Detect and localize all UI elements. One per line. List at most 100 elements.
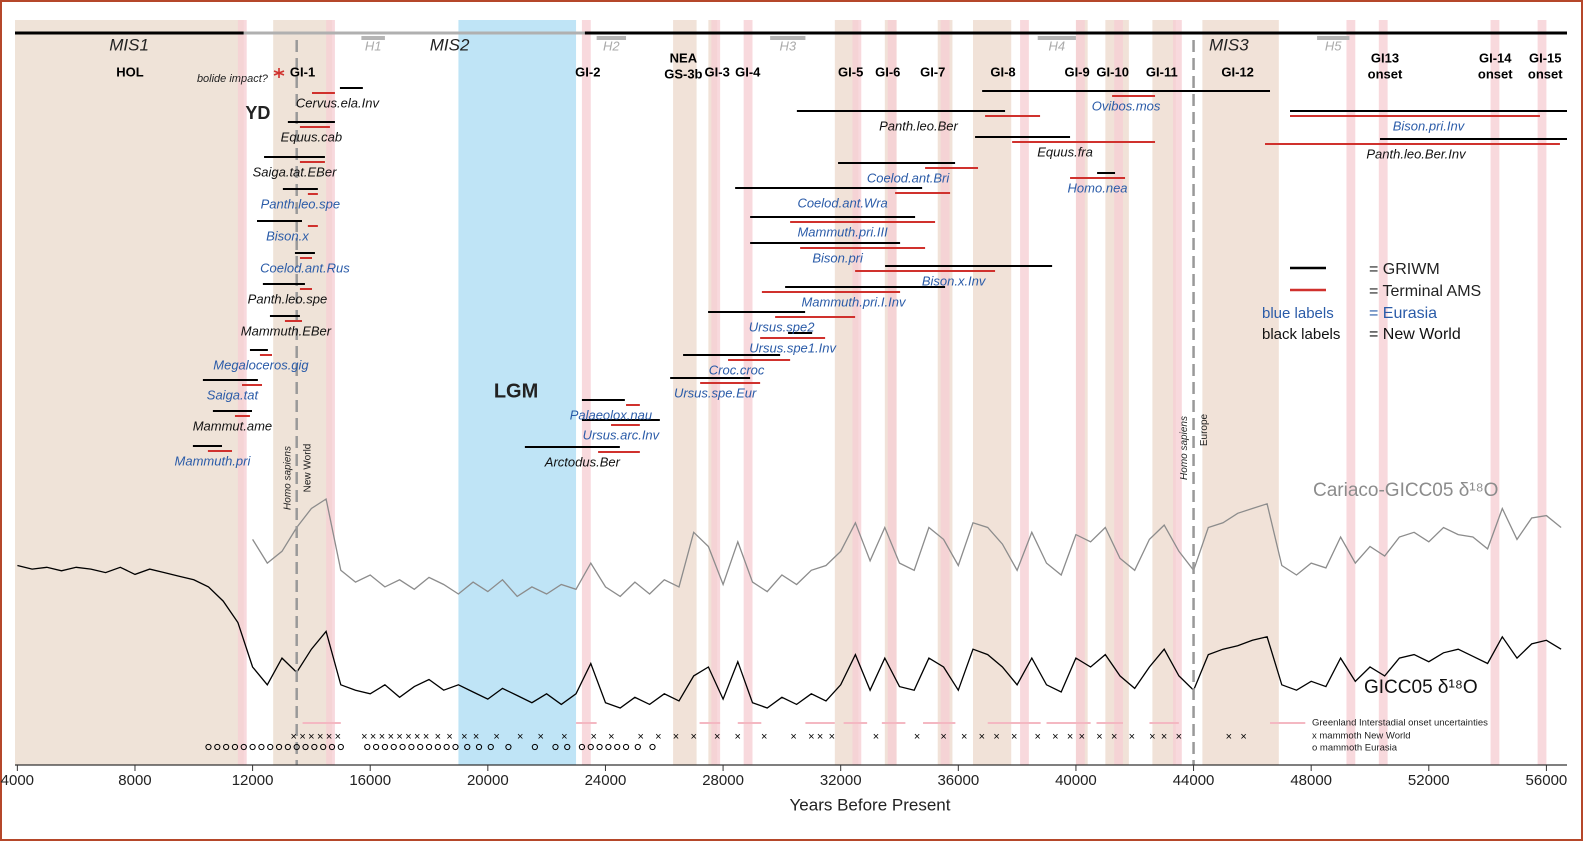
interstadial-onset-band — [1346, 20, 1355, 765]
mammoth-new-world: × — [808, 731, 814, 743]
figure: MIS1MIS2MIS3H1H2H3H4H5HOLGI-1GI-2NEAGS-3… — [0, 0, 1583, 841]
species-label: Ursus.spe2 — [749, 319, 816, 334]
legend-meaning: = Eurasia — [1369, 305, 1437, 322]
species-label: Mammut.ame — [193, 418, 272, 433]
mammoth-new-world: × — [317, 731, 323, 743]
species-label: Panth.leo.Ber — [879, 118, 958, 133]
mammoth-new-world: × — [299, 731, 305, 743]
event-label: GI-9 — [1064, 64, 1089, 79]
annotation: bolide impact? — [197, 73, 269, 85]
event-label: GI-14 — [1479, 50, 1512, 65]
species-label: Bison.x — [266, 228, 309, 243]
mammoth-new-world: × — [435, 731, 441, 743]
annotation: LGM — [494, 380, 538, 402]
arrival-label: Homo sapiens — [282, 446, 293, 510]
legend-label: = Terminal AMS — [1369, 283, 1481, 300]
event-sublabel: GS-3b — [664, 66, 702, 81]
event-label: GI-7 — [920, 64, 945, 79]
stage-label: MIS3 — [1209, 35, 1249, 54]
mammoth-new-world: × — [308, 731, 314, 743]
mammoth-new-world: × — [714, 731, 720, 743]
species-label: Ursus.arc.Inv — [583, 427, 661, 442]
interstadial-onset-band — [1173, 20, 1182, 765]
stage-label: MIS1 — [109, 35, 149, 54]
species-label: Coelod.ant.Rus — [260, 260, 350, 275]
series-label: GICC05 δ¹⁸O — [1364, 677, 1478, 698]
mammoth-new-world: × — [517, 731, 523, 743]
heinrich-label: H4 — [1049, 38, 1066, 53]
species-label: Mammuth.pri — [175, 453, 252, 468]
event-sublabel: onset — [1478, 66, 1513, 81]
event-label: GI-15 — [1529, 50, 1562, 65]
series-label: Cariaco-GICC05 δ¹⁸O — [1313, 480, 1498, 501]
species-label: Mammuth.pri.I.Inv — [801, 294, 907, 309]
mammoth-new-world: × — [388, 731, 394, 743]
event-sublabel: onset — [1528, 66, 1563, 81]
event-label: NEA — [670, 50, 698, 65]
x-tick-label: 40000 — [1055, 772, 1097, 789]
event-label: GI-4 — [735, 64, 761, 79]
legend-meaning: = New World — [1369, 326, 1461, 343]
mammoth-new-world: × — [979, 731, 985, 743]
mammoth-new-world: × — [1240, 731, 1246, 743]
mammoth-new-world: × — [993, 731, 999, 743]
mammoth-new-world: × — [405, 731, 411, 743]
species-label: Mammuth.EBer — [241, 323, 332, 338]
mammoth-new-world: × — [961, 731, 967, 743]
species-label: Coelod.ant.Bri — [867, 170, 950, 185]
x-tick-label: 48000 — [1290, 772, 1332, 789]
mammoth-new-world: × — [361, 731, 367, 743]
species-label: Bison.x.Inv — [922, 273, 987, 288]
arrival-region: Europe — [1199, 413, 1210, 446]
event-label: GI-8 — [990, 64, 1015, 79]
species-label: Arctodus.Ber — [544, 454, 621, 469]
mammoth-new-world: × — [1149, 731, 1155, 743]
interstadial-onset-band — [1076, 20, 1085, 765]
mammoth-new-world: × — [561, 731, 567, 743]
species-label: Equus.fra — [1037, 144, 1093, 159]
event-label: GI-12 — [1221, 64, 1254, 79]
species-label: Ovibos.mos — [1092, 98, 1161, 113]
interstadial-onset-band — [1491, 20, 1500, 765]
mammoth-new-world: × — [370, 731, 376, 743]
note: o mammoth Eurasia — [1312, 743, 1398, 754]
x-tick-label: 8000 — [118, 772, 151, 789]
x-axis-title: Years Before Present — [790, 795, 951, 814]
species-label: Palaeolox.nau — [570, 407, 652, 422]
event-label: GI-10 — [1096, 64, 1129, 79]
x-tick-label: 20000 — [467, 772, 509, 789]
x-tick-label: 24000 — [585, 772, 627, 789]
x-tick-label: 52000 — [1408, 772, 1450, 789]
mammoth-new-world: × — [914, 731, 920, 743]
species-label: Ursus.spe.Eur — [674, 385, 757, 400]
interstadial-onset-band — [1020, 20, 1029, 765]
mammoth-new-world: × — [735, 731, 741, 743]
mammoth-new-world: × — [1067, 731, 1073, 743]
event-label: GI-5 — [838, 64, 863, 79]
interstadial-onset-band — [1379, 20, 1388, 765]
event-label: GI-11 — [1146, 64, 1178, 79]
mammoth-new-world: × — [817, 731, 823, 743]
mammoth-new-world: × — [326, 731, 332, 743]
arrival-region: New World — [302, 444, 313, 493]
mammoth-new-world: × — [446, 731, 452, 743]
species-label: Equus.cab — [281, 129, 342, 144]
x-tick-label: 12000 — [232, 772, 274, 789]
mammoth-new-world: × — [873, 731, 879, 743]
species-label: Homo.nea — [1068, 180, 1128, 195]
species-label: Saiga.tat — [207, 387, 260, 402]
heinrich-label: H3 — [779, 38, 796, 53]
species-label: Croc.croc — [709, 362, 765, 377]
arrival-label: Homo sapiens — [1179, 416, 1190, 480]
species-label: Cervus.ela.Inv — [296, 95, 381, 110]
species-label: Panth.leo.Ber.Inv — [1366, 146, 1467, 161]
interstadial-onset-band — [582, 20, 591, 765]
shaded-interval — [973, 20, 1011, 765]
mammoth-new-world: × — [335, 731, 341, 743]
mammoth-new-world: × — [1129, 731, 1135, 743]
heinrich-label: H5 — [1325, 38, 1342, 53]
mammoth-new-world: × — [1034, 731, 1040, 743]
mammoth-new-world: × — [608, 731, 614, 743]
mammoth-new-world: × — [423, 731, 429, 743]
mammoth-new-world: × — [673, 731, 679, 743]
